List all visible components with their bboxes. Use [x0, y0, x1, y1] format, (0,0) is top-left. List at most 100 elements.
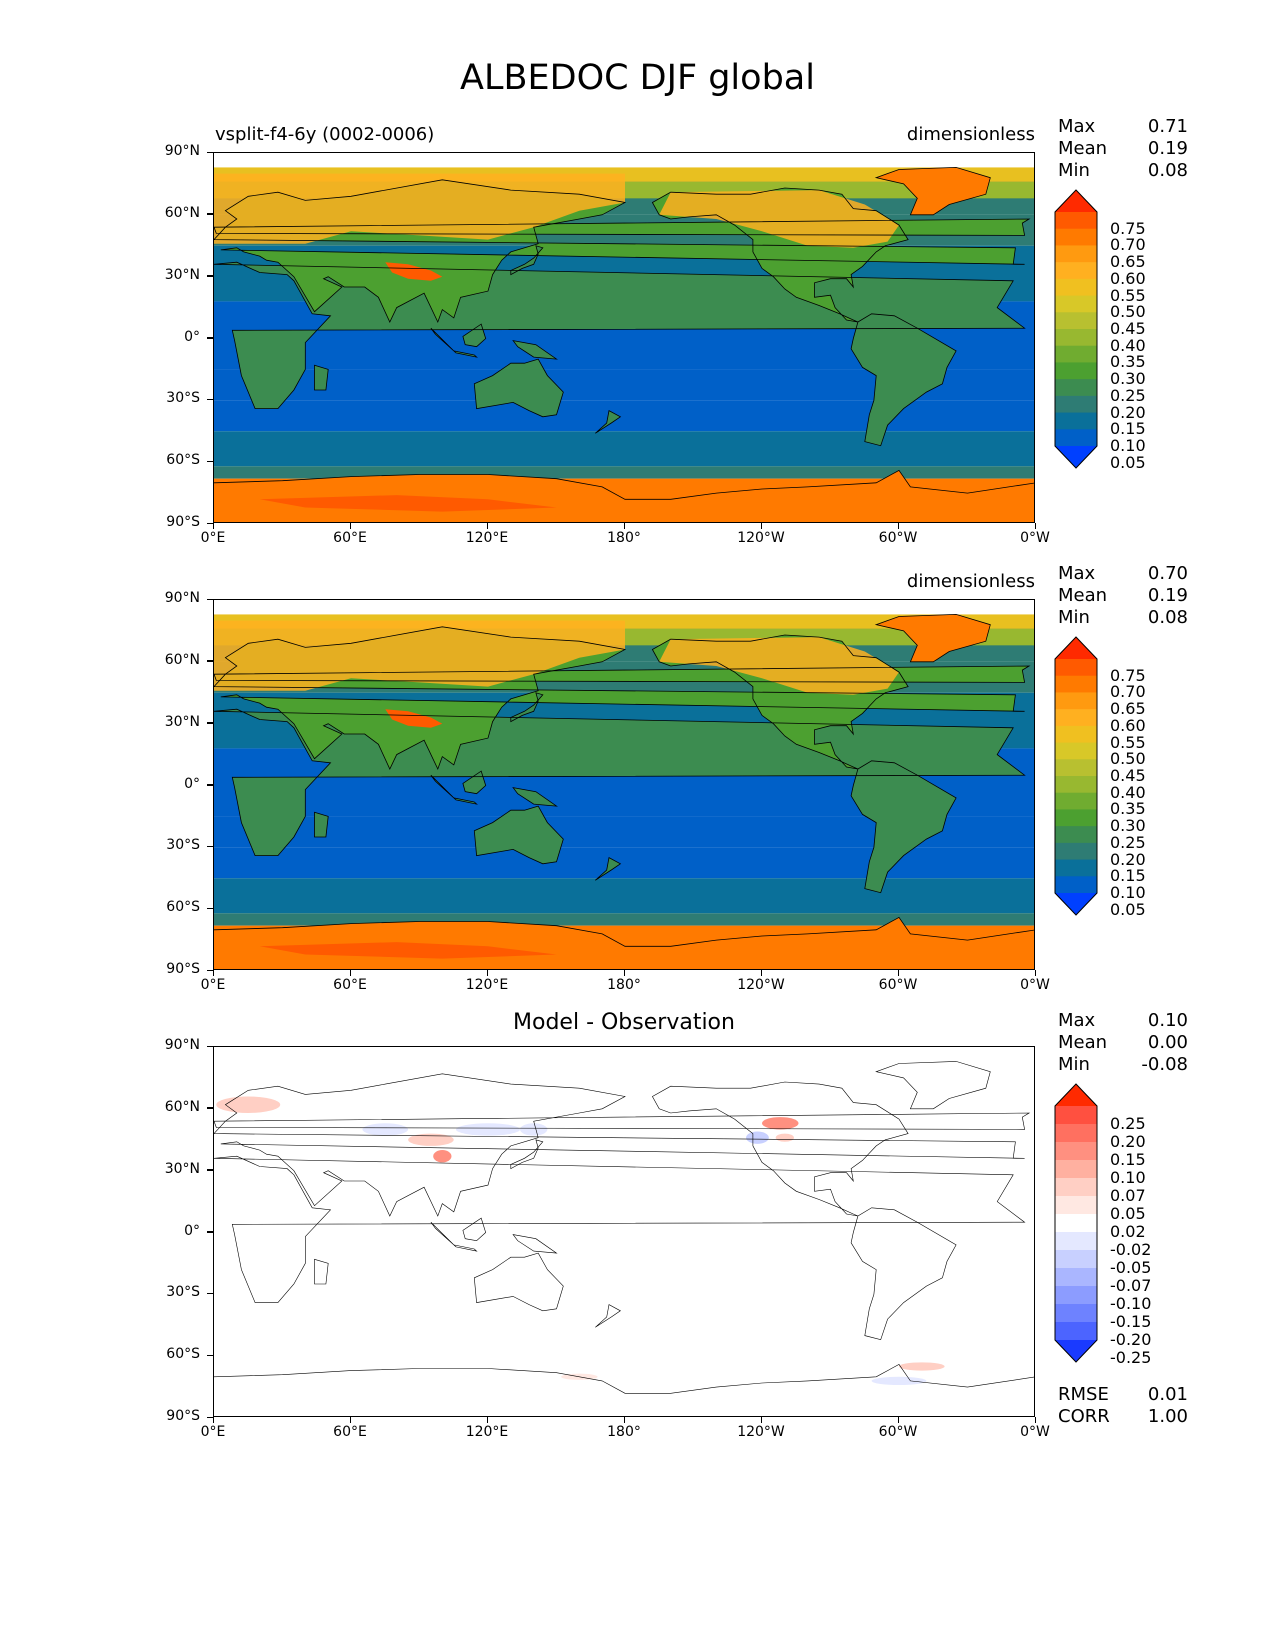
land-japan: [510, 692, 543, 722]
ocean-band: [214, 847, 1034, 879]
lon-tick: [897, 523, 899, 529]
colorbar-segment: [1055, 228, 1097, 246]
colorbar-segment: [1055, 675, 1097, 693]
colorbar-tick-label: 0.40: [1110, 335, 1146, 355]
colorbar-tick-label: -0.20: [1110, 1330, 1152, 1349]
coastline: [314, 364, 329, 391]
panel-model: vsplit-f4-6y (0002-0006) dimensionless 90°…: [0, 116, 1275, 586]
map-background: [214, 1047, 1034, 1416]
stat-value: 0.10: [1147, 1010, 1188, 1031]
coastline: [595, 1304, 621, 1328]
map-svg: [214, 1047, 1034, 1416]
colorbar-segment: [1055, 792, 1097, 810]
land-japan: [510, 245, 543, 275]
metric-row: RMSE 0.01: [1058, 1384, 1188, 1406]
snow-cover-namerica: [659, 637, 899, 695]
coastline: [214, 218, 1031, 236]
ocean-band: [214, 466, 1034, 479]
land-australia: [474, 359, 564, 417]
coastline: [214, 916, 1034, 947]
lon-tick: [349, 970, 351, 976]
panel-difference: Model - Observation 90°N 60°N 30°N 0° 30°S 60°…: [0, 1010, 1275, 1480]
colorbar-segment: [1055, 429, 1097, 447]
colorbar-segment: [1055, 212, 1097, 230]
coastline: [875, 1061, 991, 1110]
stat-label: Min: [1058, 607, 1090, 628]
stat-label: Mean: [1058, 585, 1108, 606]
lat-tick: [207, 1045, 213, 1047]
colorbar-tick-label: 0.60: [1110, 715, 1146, 735]
stat-value: 0.19: [1147, 585, 1188, 606]
lon-tick-label: 60°W: [878, 530, 918, 546]
coastline: [214, 1364, 1034, 1394]
coastline: [874, 613, 991, 663]
stat-label: Max: [1058, 116, 1096, 137]
lat-tick-label: 90°S: [166, 1408, 200, 1424]
map-plot-area: [213, 152, 1035, 523]
lat-tick-label: 30°S: [166, 390, 200, 407]
stat-label: Min: [1058, 160, 1090, 181]
panel-units: dimensionless: [906, 571, 1035, 592]
anomaly-blob: [456, 1123, 520, 1136]
map-svg: [214, 600, 1034, 969]
lat-tick-label: 60°S: [166, 1346, 200, 1363]
lon-tick: [760, 1417, 762, 1423]
lat-tick-label: 60°N: [164, 1098, 200, 1115]
lat-tick: [207, 722, 213, 724]
coastline: [214, 261, 1026, 409]
lat-tick-label: 0°: [184, 328, 200, 345]
coastline: [850, 1207, 957, 1341]
ocean-band: [214, 878, 1034, 914]
colorbar-segment: [1055, 245, 1097, 263]
colorbar-tick-label: 0.35: [1110, 799, 1146, 819]
stat-row: Mean 0.19: [1058, 138, 1188, 160]
lon-tick: [349, 1417, 351, 1423]
map-plot-area: [213, 1046, 1035, 1417]
stat-row: Mean 0.00: [1058, 1032, 1188, 1054]
lon-tick: [760, 970, 762, 976]
colorbar-tick-label: 0.45: [1110, 319, 1146, 338]
coastline: [214, 665, 1031, 683]
lon-tick-label: 180°: [607, 1424, 641, 1440]
coastline: [512, 787, 558, 807]
colorbar: [1054, 636, 1098, 916]
lon-tick-label: 0°E: [200, 977, 226, 993]
snow-cover-namerica: [659, 190, 899, 248]
lon-tick: [897, 970, 899, 976]
colorbar-outline: [1054, 189, 1098, 469]
lat-tick-label: 0°: [184, 775, 200, 792]
colorbar-extend-max: [1055, 1084, 1097, 1106]
lon-tick-label: 60°E: [333, 1424, 367, 1440]
coastline: [214, 1155, 1026, 1303]
lat-tick-label: 60°N: [164, 651, 200, 668]
lat-tick: [207, 907, 213, 910]
lat-tick: [207, 522, 213, 524]
colorbar-tick-label: 0.65: [1110, 252, 1146, 272]
stat-label: Mean: [1058, 138, 1108, 159]
coastline: [651, 634, 909, 770]
lat-tick-label: 90°N: [164, 590, 200, 606]
colorbar-segment: [1055, 395, 1097, 414]
colorbar-extend-min: [1055, 893, 1097, 915]
colorbar-tick-label: 0.10: [1110, 436, 1146, 455]
metric-value: 0.01: [1147, 1384, 1188, 1405]
lon-tick-label: 120°W: [737, 977, 785, 993]
colorbar-tick-label: 0.30: [1110, 816, 1146, 836]
lon-tick-label: 180°: [607, 977, 641, 993]
colorbar-segment: [1055, 742, 1097, 760]
anomaly-blob: [775, 1133, 794, 1142]
colorbar-tick-label: -0.25: [1110, 1348, 1152, 1367]
lat-tick: [207, 660, 213, 662]
colorbar-segment: [1055, 362, 1097, 380]
coastline: [651, 1081, 909, 1217]
coastline: [512, 340, 558, 360]
stat-value: 0.08: [1147, 607, 1188, 628]
colorbar-tick-label: 0.05: [1110, 899, 1146, 919]
colorbar-segment: [1055, 776, 1097, 794]
lon-tick-label: 120°W: [737, 530, 785, 546]
metric-label: CORR: [1058, 1406, 1110, 1427]
colorbar-segment: [1055, 709, 1097, 727]
lat-tick-label: 60°S: [166, 452, 200, 469]
lat-tick-label: 90°S: [166, 961, 200, 977]
colorbar-tick-label: 0.15: [1110, 1150, 1146, 1169]
